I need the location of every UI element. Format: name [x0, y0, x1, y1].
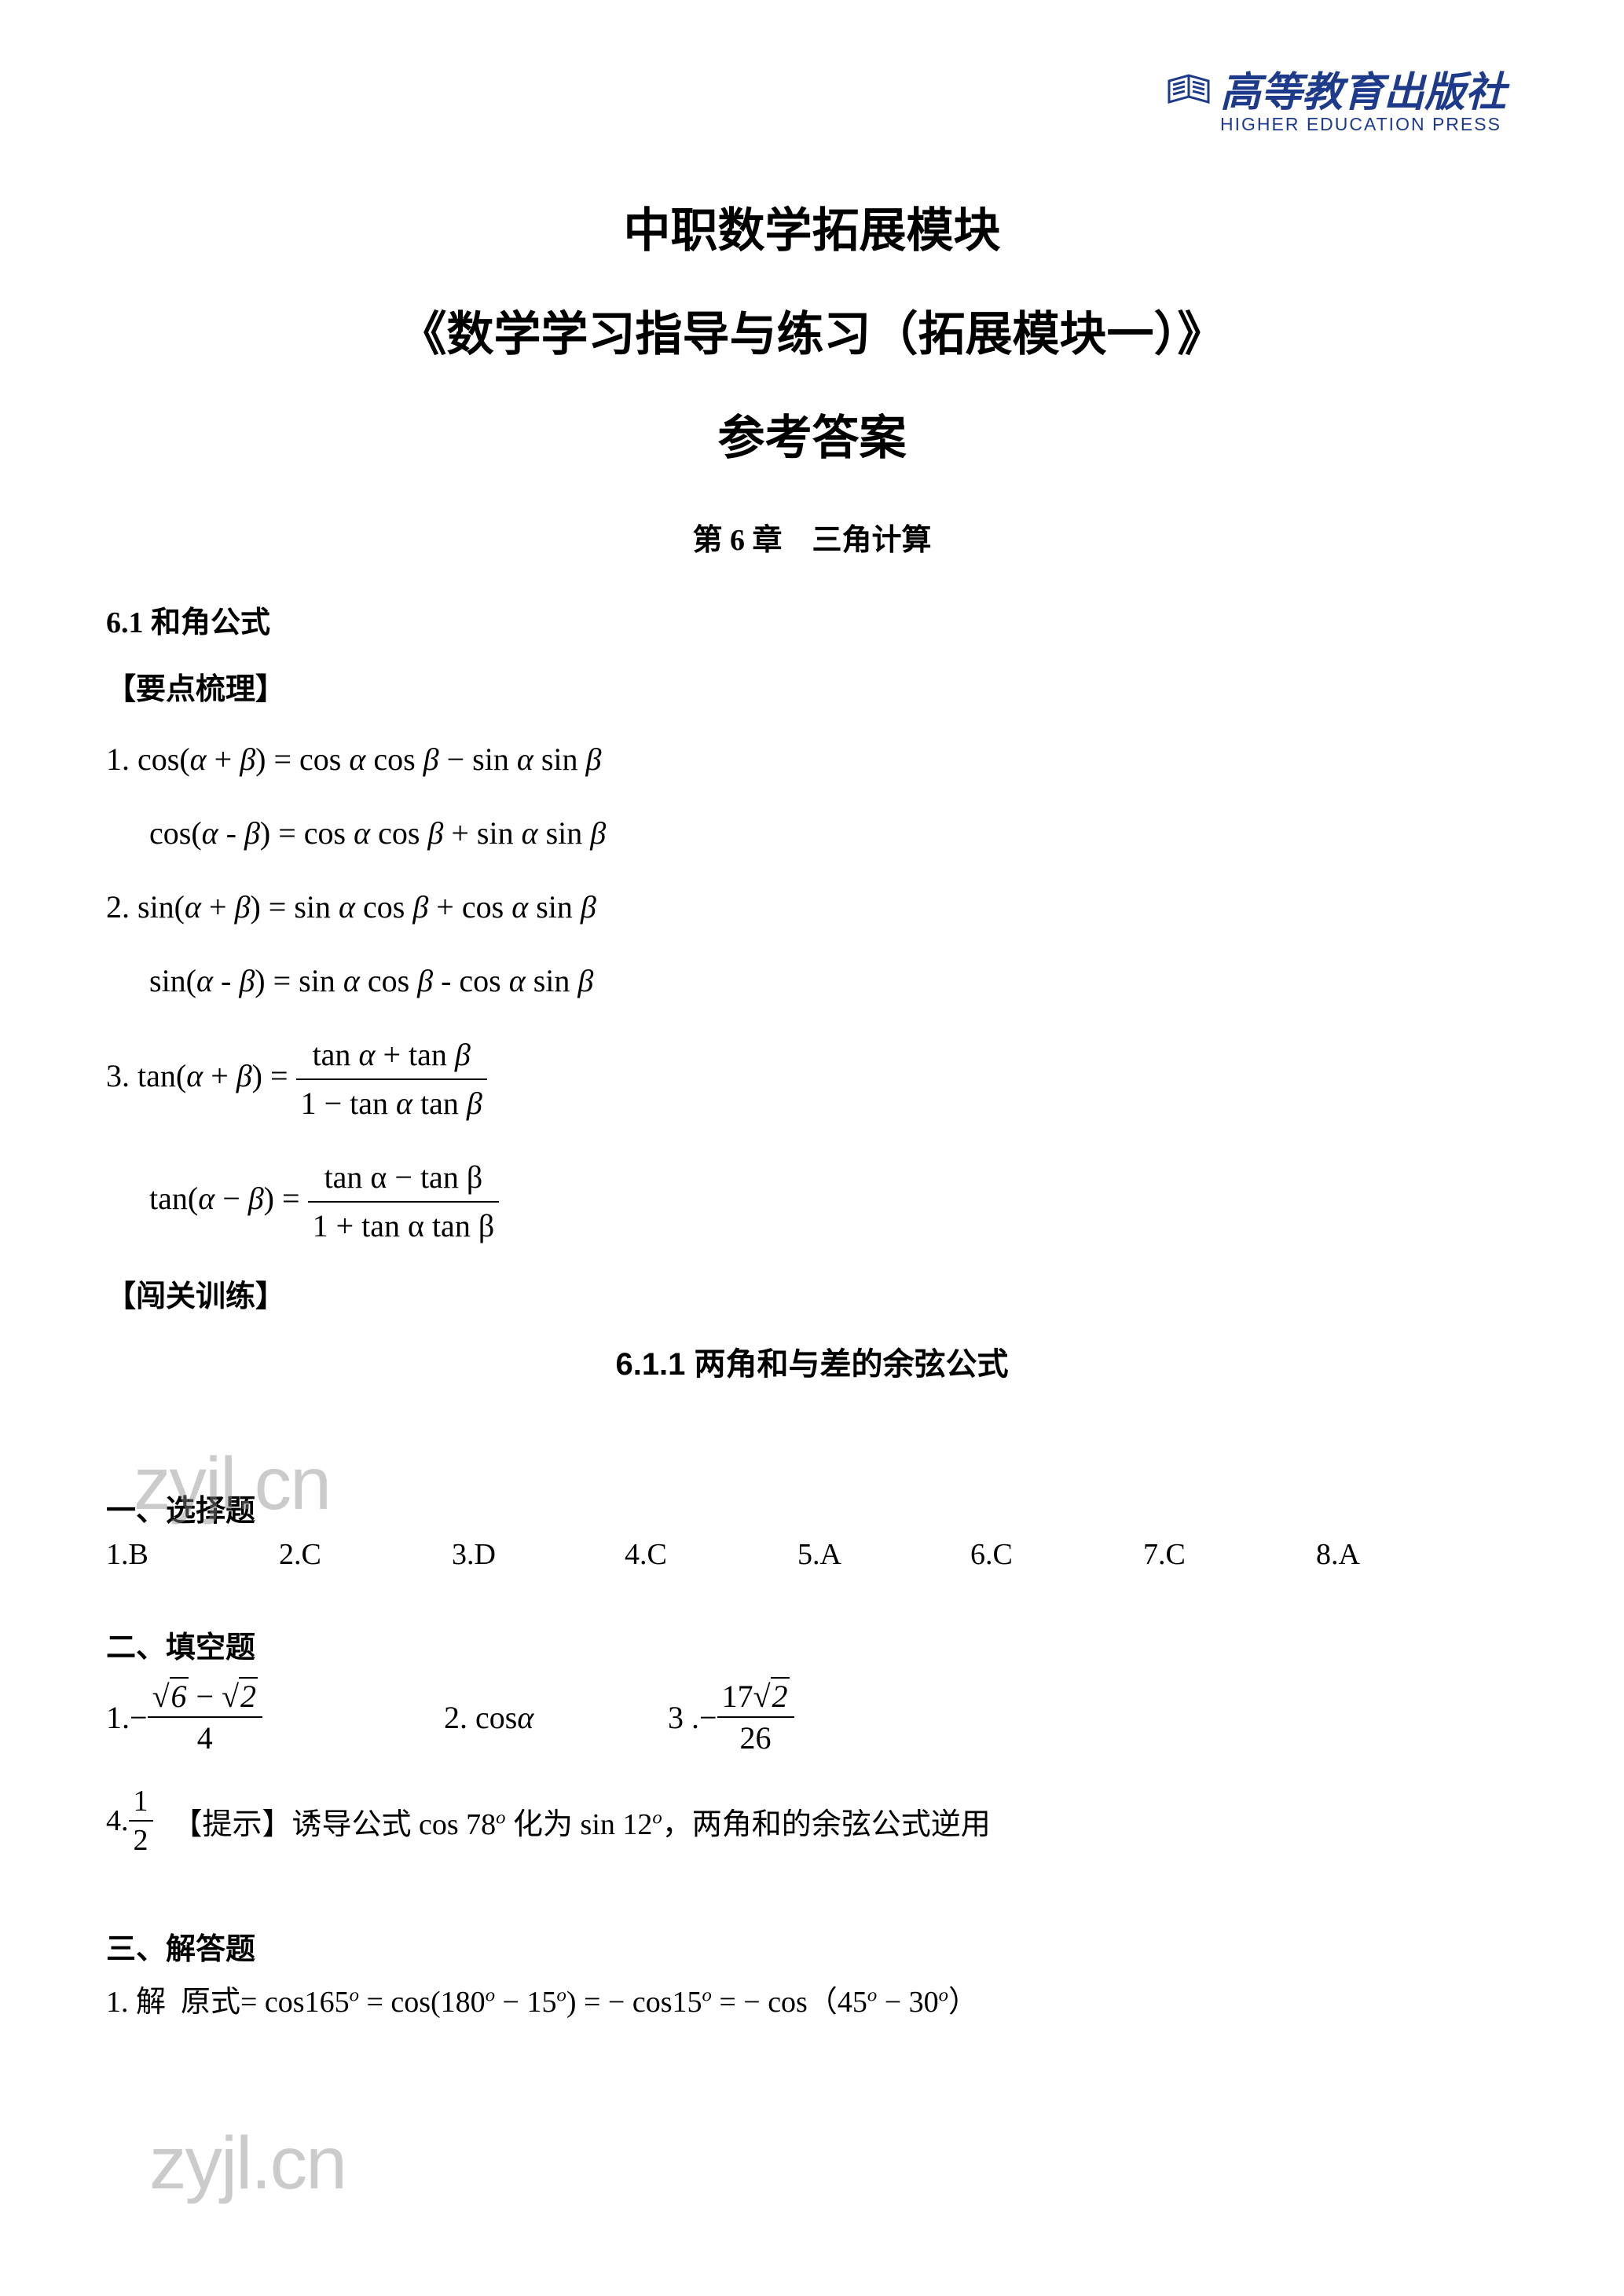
doc-title-answers: 参考答案 — [106, 400, 1518, 468]
book-icon — [1165, 69, 1212, 108]
formula-2b: sin(α - β) = sin α cos β - cos α sin β — [149, 959, 1518, 1003]
chapter-heading: 第 6 章 三角计算 — [106, 515, 1518, 558]
fill-1-minus: − — [189, 1679, 222, 1714]
fill-1-sqrt6: 6 — [170, 1677, 189, 1714]
fill-answer-3: 3 . − 17√2 26 — [668, 1678, 794, 1756]
training-label: 【闯关训练】 — [106, 1272, 1518, 1315]
fill-4-prefix: 4. — [106, 1803, 129, 1838]
fill-1-prefix: 1. — [106, 1699, 130, 1736]
formula-3a: 3. tan(α + β) = tan α + tan β 1 − tan α … — [106, 1033, 1518, 1126]
formula-1b: cos(α - β) = cos α cos β + sin α sin β — [149, 811, 1518, 855]
mc-answer-7: 7.C — [1143, 1537, 1316, 1572]
fill-answer-2: 2. cos α — [444, 1699, 668, 1736]
mc-answer-3: 3.D — [452, 1537, 625, 1572]
logo-chinese-label: 高等教育出版社 — [1220, 59, 1506, 118]
formula-2a: 2. sin(α + β) = sin α cos β + cos α sin … — [106, 885, 1518, 929]
mc-heading: 一、选择题 — [106, 1486, 1518, 1529]
fill-answers-row1: 1. − √6 − √2 4 2. cos α 3 . − 17√2 26 — [106, 1678, 1518, 1756]
fill-3-den: 26 — [717, 1718, 794, 1756]
mc-answer-2: 2.C — [279, 1537, 452, 1572]
mc-answer-8: 8.A — [1316, 1537, 1489, 1572]
mc-answer-5: 5.A — [797, 1537, 970, 1572]
fill-3-sqrt: 2 — [771, 1677, 790, 1714]
fill-answer-4: 4. 1 2 【提示】诱导公式 cos 78o 化为 sin 12o，两角和的余… — [106, 1784, 1518, 1858]
doc-title-sub: 《数学学习指导与练习（拓展模块一）》 — [106, 296, 1518, 364]
keypoints-label: 【要点梳理】 — [106, 665, 1518, 708]
fill-answer-1: 1. − √6 − √2 4 — [106, 1678, 444, 1756]
formula-3b: tan(α − β) = tan α − tan β 1 + tan α tan… — [149, 1155, 1518, 1248]
mc-answers: 1.B 2.C 3.D 4.C 5.A 6.C 7.C 8.A — [106, 1537, 1518, 1572]
doc-title-main: 中职数学拓展模块 — [106, 192, 1518, 261]
mc-answer-1: 1.B — [106, 1537, 279, 1572]
section-number: 6.1 和角公式 — [106, 598, 1518, 641]
publisher-logo: 高等教育出版社 HIGHER EDUCATION PRESS — [1165, 59, 1506, 135]
fill-3-prefix: 3 . — [668, 1699, 699, 1736]
mc-answer-4: 4.C — [625, 1537, 797, 1572]
logo-english-label: HIGHER EDUCATION PRESS — [1220, 114, 1506, 135]
fill-4-den: 2 — [129, 1822, 153, 1858]
fill-3-coeff: 17 — [722, 1679, 753, 1714]
fill-1-den: 4 — [148, 1718, 262, 1756]
watermark-2: zyjl.cn — [149, 2121, 346, 2206]
fill-4-num: 1 — [129, 1784, 153, 1822]
formula-1a: 1. cos(α + β) = cos α cos β − sin α sin … — [106, 738, 1518, 782]
fill-1-sqrt2: 2 — [239, 1677, 258, 1714]
logo-chinese-text: 高等教育出版社 — [1165, 59, 1506, 118]
fill-heading: 二、填空题 — [106, 1623, 1518, 1666]
solve-line-1: 1. 解 原式= cos165o = cos(180o − 15o) = − c… — [106, 1977, 1518, 2020]
subsection-heading: 6.1.1 两角和与差的余弦公式 — [106, 1338, 1518, 1384]
solve-heading: 三、解答题 — [106, 1924, 1518, 1968]
mc-answer-6: 6.C — [970, 1537, 1143, 1572]
